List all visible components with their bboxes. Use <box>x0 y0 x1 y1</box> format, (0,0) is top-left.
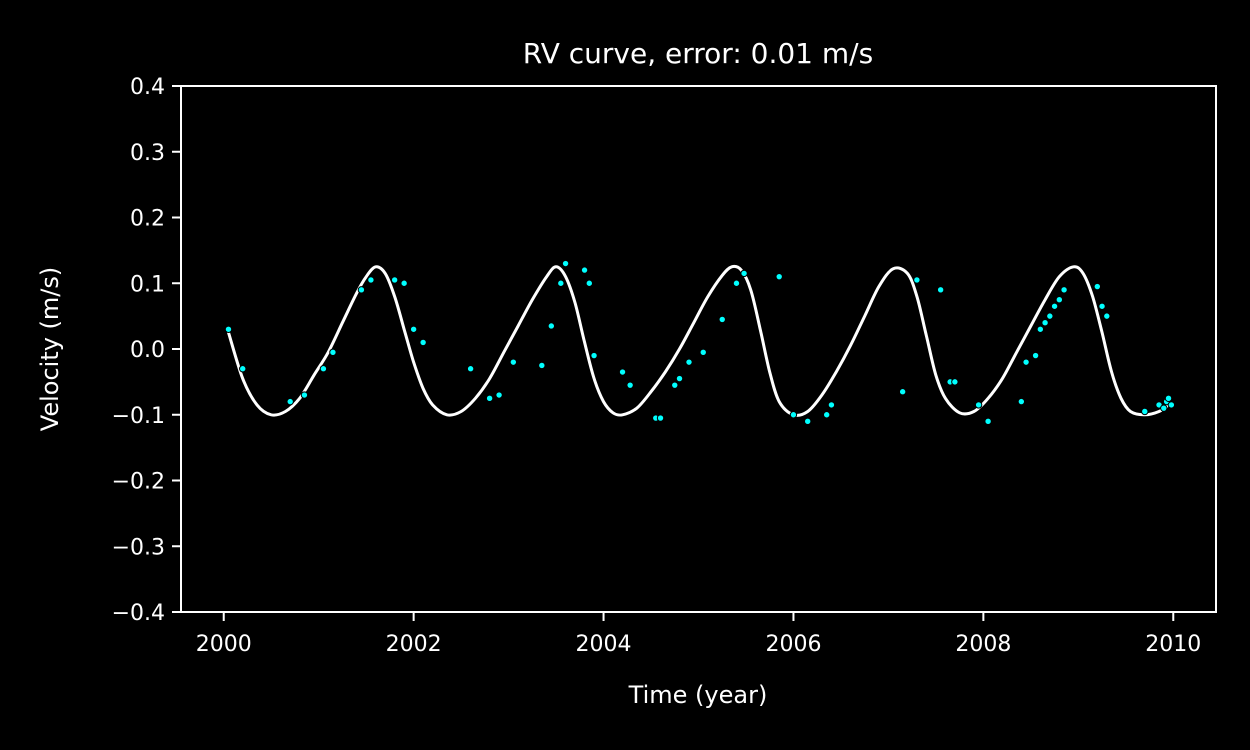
observation-point <box>224 325 233 333</box>
observation-point <box>1050 302 1059 310</box>
chart-title: RV curve, error: 0.01 m/s <box>523 37 873 70</box>
observation-point <box>495 391 503 399</box>
observation-point <box>775 272 783 281</box>
observation-point <box>671 381 679 389</box>
observation-point <box>936 286 945 294</box>
model-curve-layer <box>227 264 1170 417</box>
y-tick-label: −0.3 <box>112 535 165 560</box>
observation-point <box>400 279 408 287</box>
observation-point <box>789 411 798 419</box>
y-tick-label: 0.3 <box>130 141 165 166</box>
y-tick-label: 0.1 <box>130 272 165 297</box>
observation-point <box>1103 312 1111 320</box>
observation-point <box>685 358 693 366</box>
observation-point <box>898 388 907 396</box>
observation-point <box>1141 407 1149 416</box>
observation-point <box>319 365 328 373</box>
observation-point <box>239 365 247 373</box>
observation-point <box>718 315 726 324</box>
observation-point <box>827 401 836 409</box>
observation-point <box>626 381 634 389</box>
observation-point <box>1022 358 1030 366</box>
observation-point <box>1036 325 1045 333</box>
observation-point <box>803 417 812 426</box>
x-tick-label: 2002 <box>386 632 442 657</box>
observation-point <box>656 414 665 422</box>
observation-point <box>419 338 427 347</box>
observation-point <box>286 397 294 406</box>
x-axis-label: Time (year) <box>628 681 768 709</box>
x-tick-label: 2004 <box>576 632 632 657</box>
observation-point <box>547 322 556 330</box>
observation-point <box>822 411 831 419</box>
y-tick-label: 0.2 <box>130 207 165 232</box>
x-tick-label: 2010 <box>1145 632 1201 657</box>
observation-point <box>1031 351 1040 360</box>
y-axis: −0.4 −0.3 −0.2 −0.1 0.0 0.1 0.2 0.3 0.4 <box>112 75 181 626</box>
observation-point <box>509 358 518 366</box>
x-tick-label: 2006 <box>765 632 821 657</box>
observation-point <box>984 417 992 426</box>
y-tick-label: 0.0 <box>130 338 165 363</box>
observation-point <box>1164 394 1173 403</box>
observation-point <box>1098 302 1106 310</box>
observation-point <box>367 276 375 284</box>
observation-point <box>1055 295 1064 304</box>
observation-point <box>740 269 748 278</box>
observation-point <box>329 348 337 356</box>
observation-point <box>590 351 598 360</box>
observation-point <box>357 286 366 294</box>
observation-point <box>300 391 309 399</box>
observation-point <box>675 374 684 383</box>
observation-point <box>390 276 399 284</box>
model-rv-curve <box>227 264 1170 417</box>
y-axis-label: Velocity (m/s) <box>36 267 64 431</box>
observation-point <box>618 368 627 376</box>
observation-point <box>585 279 594 287</box>
observation-point <box>951 378 959 386</box>
observation-point <box>699 348 707 356</box>
observation-point <box>1093 282 1102 291</box>
observation-point <box>1167 401 1176 409</box>
y-tick-label: 0.4 <box>130 75 165 100</box>
observation-point <box>580 266 589 274</box>
observation-point <box>485 394 494 403</box>
observation-point <box>1046 312 1054 320</box>
observation-point <box>1017 397 1026 406</box>
observation-point <box>409 325 418 333</box>
observation-point <box>732 279 741 287</box>
observation-point <box>557 279 565 287</box>
observation-point <box>466 365 475 373</box>
x-tick-label: 2000 <box>196 632 252 657</box>
y-tick-label: −0.4 <box>112 601 165 626</box>
observation-point <box>538 361 546 370</box>
observation-points-layer <box>224 259 1176 426</box>
observation-point <box>974 401 983 409</box>
x-tick-label: 2008 <box>955 632 1011 657</box>
observation-point <box>1041 319 1049 327</box>
y-tick-label: −0.1 <box>112 404 165 429</box>
y-tick-label: −0.2 <box>112 470 165 495</box>
observation-point <box>913 276 921 284</box>
observation-point <box>1160 404 1168 412</box>
observation-point <box>561 259 570 268</box>
observation-point <box>1060 286 1068 294</box>
x-axis: 2000 2002 2004 2006 2008 2010 <box>196 612 1201 657</box>
